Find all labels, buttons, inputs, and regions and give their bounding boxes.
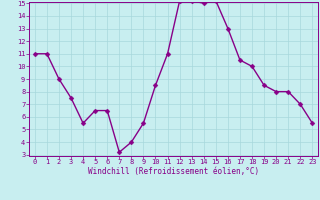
X-axis label: Windchill (Refroidissement éolien,°C): Windchill (Refroidissement éolien,°C)	[88, 167, 259, 176]
